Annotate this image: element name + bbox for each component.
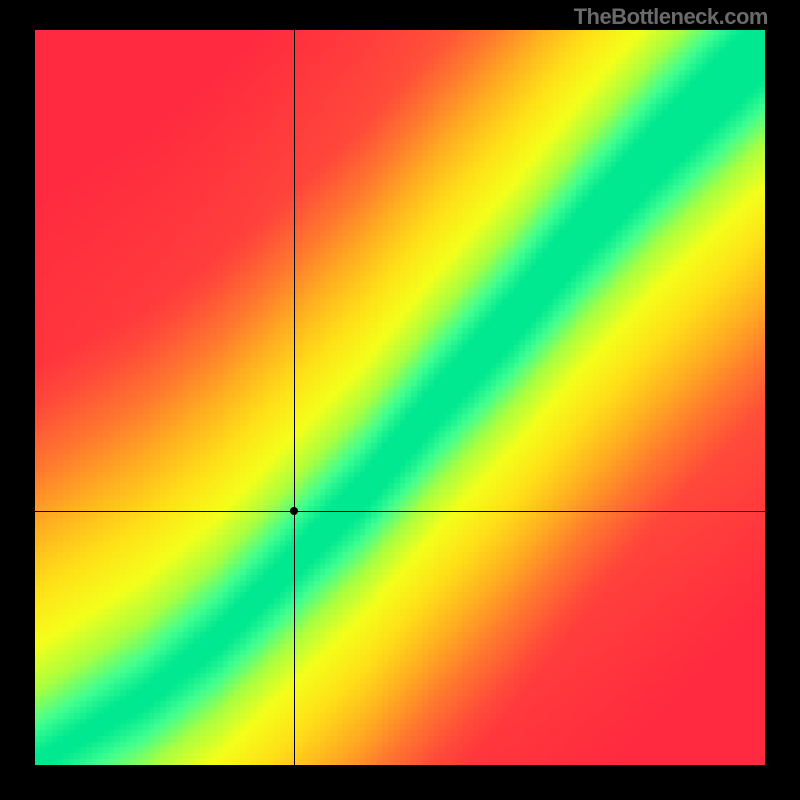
heatmap-canvas [35, 30, 765, 765]
crosshair-vertical [294, 30, 295, 765]
crosshair-horizontal [35, 511, 765, 512]
crosshair-point [290, 507, 298, 515]
watermark-text: TheBottleneck.com [574, 4, 768, 30]
heatmap-plot [35, 30, 765, 765]
